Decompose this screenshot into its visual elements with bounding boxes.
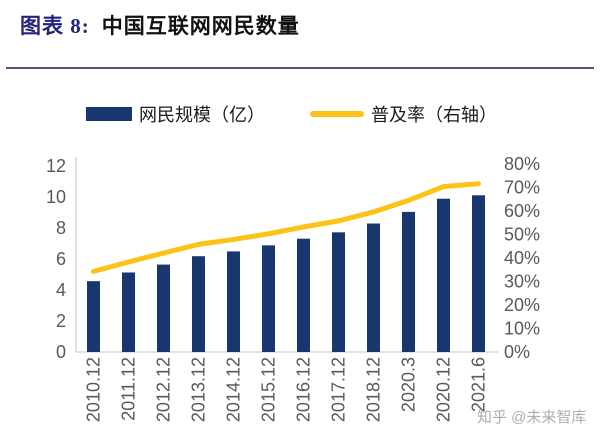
x-axis-label-2017.12: 2017.12 [329,357,349,422]
left-axis-tick-8: 8 [56,218,66,238]
left-axis-tick-4: 4 [56,280,66,300]
bar-2020.12 [437,198,450,352]
right-axis-tick-30: 30% [504,272,540,292]
bar-2020.3 [402,211,415,352]
header-divider [6,67,594,69]
figure-title: 中国互联网网民数量 [101,14,300,38]
watermark: 知乎 @未来智库 [477,409,587,426]
left-axis-tick-10: 10 [46,187,66,207]
bar-2015.12 [262,245,275,352]
legend-item-netizen-scale: 网民规模（亿） [86,102,265,126]
right-axis-tick-10: 10% [504,319,540,339]
bar-2014.12 [227,251,240,352]
bar-2017.12 [332,232,345,352]
penetration-rate-line [91,181,481,274]
line-swatch [310,111,364,117]
x-axis-label-2010.12: 2010.12 [84,357,104,422]
bar-2011.12 [122,272,135,352]
right-axis-tick-20: 20% [504,295,540,315]
bar-2016.12 [297,238,310,352]
x-axis-label-2012.12: 2012.12 [154,357,174,422]
x-axis-label-2020.12: 2020.12 [434,357,454,422]
left-axis-tick-0: 0 [56,342,66,362]
left-axis-tick-12: 12 [46,156,66,176]
figure-number-label: 图表 8: [20,14,90,38]
bar-2013.12 [192,256,205,352]
bar-2018.12 [367,223,380,352]
legend-label-netizen-scale: 网民规模（亿） [139,105,265,125]
left-axis-tick-2: 2 [56,311,66,331]
bar-2021.6 [472,195,485,352]
right-axis-tick-70: 70% [504,178,540,198]
bar-2010.12 [87,281,100,352]
x-axis-label-2016.12: 2016.12 [294,357,314,422]
x-axis-label-2020.3: 2020.3 [399,357,419,412]
x-axis-label-2015.12: 2015.12 [259,357,279,422]
legend-item-penetration-rate: 普及率（右轴） [310,102,497,126]
right-axis-tick-80: 80% [504,154,540,174]
right-axis-tick-0: 0% [504,342,530,362]
bar-swatch [86,107,132,121]
x-axis-label-2013.12: 2013.12 [189,357,209,422]
legend-label-penetration-rate: 普及率（右轴） [371,105,497,125]
right-axis-tick-50: 50% [504,225,540,245]
bar-2012.12 [157,264,170,352]
x-axis-label-2014.12: 2014.12 [224,357,244,422]
figure-header: 图表 8: 中国互联网网民数量 [20,10,300,40]
x-axis-label-2018.12: 2018.12 [364,357,384,422]
x-axis-label-2011.12: 2011.12 [119,357,139,421]
right-axis-tick-40: 40% [504,248,540,268]
right-axis-tick-60: 60% [504,201,540,221]
x-axis-label-2021.6: 2021.6 [469,357,489,412]
left-axis-tick-6: 6 [56,249,66,269]
